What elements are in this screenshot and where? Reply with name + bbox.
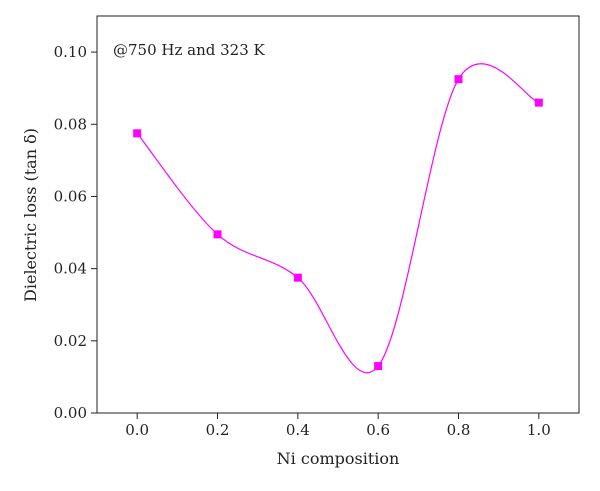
y-axis-label: Dielectric loss (tan δ) xyxy=(21,128,40,302)
y-tick-label: 0.10 xyxy=(54,43,87,61)
x-tick-label: 0.4 xyxy=(286,421,310,439)
y-axis-ticks: 0.00 0.02 0.04 0.06 0.08 0.10 xyxy=(54,43,97,422)
series-markers xyxy=(133,75,543,371)
x-axis-ticks: 0.0 0.2 0.4 0.6 0.8 1.0 xyxy=(125,413,551,439)
series-curve xyxy=(136,63,540,374)
chart-annotation: @750 Hz and 323 K xyxy=(113,41,266,59)
x-tick-label: 0.6 xyxy=(366,421,390,439)
data-point-marker xyxy=(534,98,543,107)
y-tick-label: 0.04 xyxy=(54,260,87,278)
x-tick-label: 0.0 xyxy=(125,421,149,439)
x-tick-label: 0.8 xyxy=(447,421,471,439)
data-point-marker xyxy=(133,129,142,138)
y-tick-label: 0.06 xyxy=(54,187,87,205)
data-point-marker xyxy=(293,273,302,282)
x-tick-label: 1.0 xyxy=(527,421,551,439)
data-point-marker xyxy=(374,362,383,371)
y-tick-label: 0.02 xyxy=(54,332,87,350)
y-tick-label: 0.08 xyxy=(54,115,87,133)
x-tick-label: 0.2 xyxy=(206,421,230,439)
y-tick-label: 0.00 xyxy=(54,404,87,422)
data-point-marker xyxy=(454,75,463,84)
data-point-marker xyxy=(213,230,222,239)
plot-frame xyxy=(96,15,580,414)
x-axis-label: Ni composition xyxy=(277,449,400,468)
